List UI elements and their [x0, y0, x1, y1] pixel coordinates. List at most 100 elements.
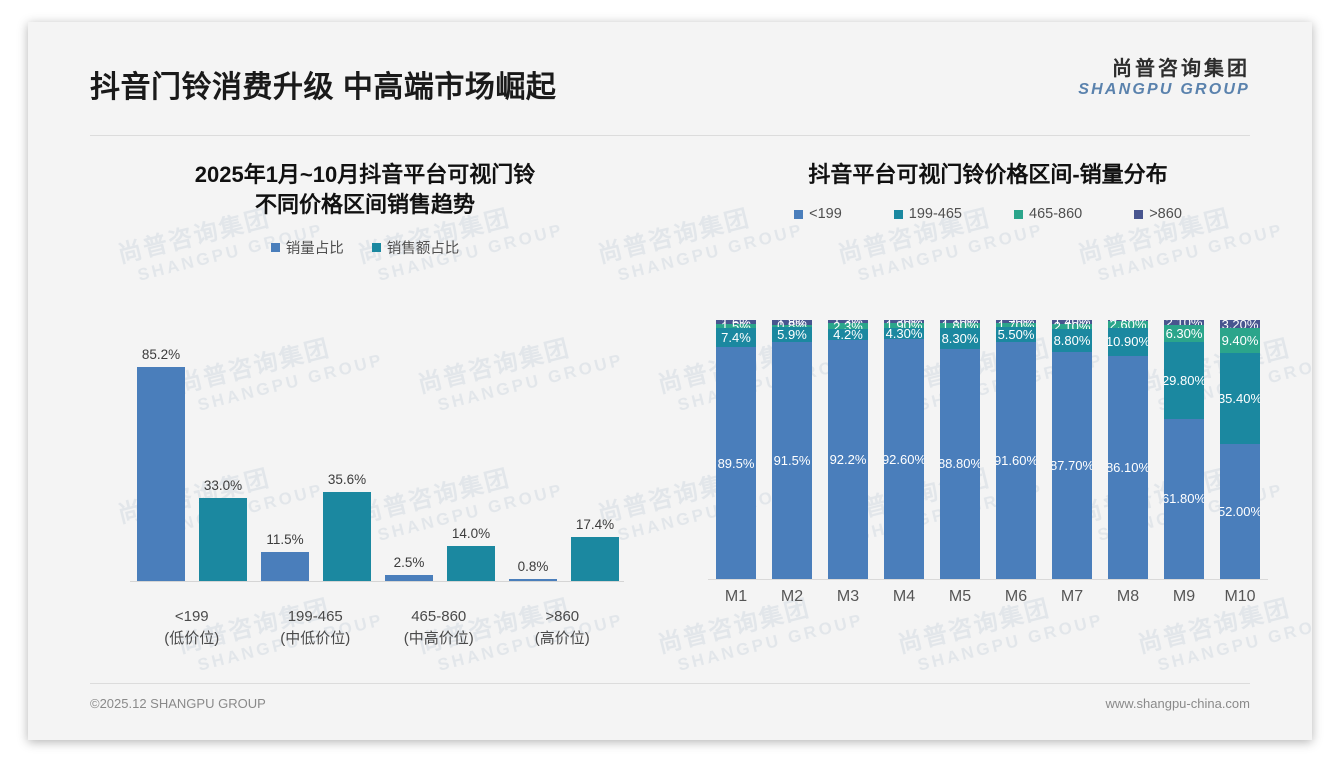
chart-left-legend: 销量占比 销售额占比	[62, 237, 668, 258]
x-axis-category: >860 (高价位)	[501, 606, 625, 654]
bar[interactable]	[447, 545, 495, 581]
stacked-bar-column: 1.8%0.8%5.9%91.5%	[764, 320, 820, 579]
stacked-segment[interactable]: 4.30%	[884, 326, 924, 342]
stacked-segment[interactable]: 89.5%	[716, 347, 756, 579]
legend-item[interactable]: 销量占比	[270, 237, 344, 258]
stacked-segment[interactable]: 88.80%	[940, 348, 980, 579]
stacked-segment[interactable]: 6.30%	[1164, 325, 1204, 342]
stacked-segment[interactable]: 2.60%	[1108, 320, 1148, 332]
stacked-segment[interactable]: 5.9%	[772, 326, 812, 342]
stacked-bar-chart: 1.6%1.5%7.4%89.5%1.8%0.8%5.9%91.5%1.3%2.…	[698, 320, 1278, 610]
stacked-bar-column: 1.10%1.80%8.30%88.80%	[932, 320, 988, 579]
stacked-segment[interactable]: 92.2%	[828, 340, 868, 579]
bar[interactable]	[137, 367, 185, 581]
stacked-bar[interactable]: 1.3%2.3%4.2%92.2%	[828, 320, 868, 579]
bar-wrapper: 35.6%	[323, 330, 371, 581]
segment-value-label: 6.30%	[1165, 326, 1203, 342]
stacked-segment[interactable]: 92.60%	[884, 339, 924, 579]
stacked-segment[interactable]: 87.70%	[1052, 351, 1092, 579]
x-axis-tick: M2	[780, 588, 804, 605]
stacked-segment[interactable]: 61.80%	[1164, 418, 1204, 579]
stacked-bar[interactable]: 1.20%1.90%4.30%92.60%	[884, 320, 924, 579]
stacked-bar-column: 1.40%2.10%8.80%87.70%	[1044, 320, 1100, 579]
stacked-bar[interactable]: 1.20%1.70%5.50%91.60%	[996, 320, 1036, 579]
segment-value-label: 5.50%	[997, 327, 1035, 343]
stacked-bar[interactable]: 3.20% 9.40% 35.40% 52.00%	[1220, 320, 1260, 579]
bar-wrapper: 2.5%	[385, 330, 433, 581]
legend-label: <199	[809, 206, 842, 223]
stacked-bar[interactable]: 1.40%2.10%8.80%87.70%	[1052, 320, 1092, 579]
stacked-segment[interactable]: 4.2%	[828, 327, 868, 342]
bar-group: 2.5% 14.0%	[378, 330, 502, 581]
bar-group: 0.8% 17.4%	[502, 330, 626, 581]
x-axis-category-tier: (高价位)	[534, 629, 590, 647]
legend-swatch-icon	[794, 209, 804, 219]
bar[interactable]	[323, 491, 371, 581]
stacked-segment[interactable]: 35.40%	[1220, 352, 1260, 445]
legend-item[interactable]: >860	[1134, 206, 1182, 222]
chart-panel-right: 抖音平台可视门铃价格区间-销量分布 <199 199-465 465-860 >860…	[688, 140, 1288, 680]
x-axis-tick: M4	[892, 588, 916, 605]
stacked-segment[interactable]: 9.40%	[1220, 328, 1260, 353]
legend-item[interactable]: 销售额占比	[371, 237, 459, 258]
bar-wrapper: 0.8%	[509, 330, 557, 581]
stacked-x-axis: M1 M2 M3 M4 M5 M6 M7 M8 M9 M10	[708, 582, 1268, 612]
segment-value-label: 92.2%	[829, 452, 867, 468]
x-axis-category: 199-465 (中低价位)	[254, 606, 378, 654]
stacked-bar[interactable]: 1.10%1.80%8.30%88.80%	[940, 320, 980, 579]
stacked-segment[interactable]: 2.10%	[1164, 320, 1204, 330]
stacked-bar[interactable]: 0.40%2.60%10.90%86.10%	[1108, 320, 1148, 579]
stacked-segment[interactable]: 10.90%	[1108, 327, 1148, 356]
segment-value-label: 91.5%	[773, 452, 811, 468]
segment-value-label: 9.40%	[1221, 332, 1259, 348]
stacked-segment[interactable]: 8.80%	[1052, 329, 1092, 352]
bar-group: 11.5% 35.6%	[254, 330, 378, 581]
brand-logo: 尚普咨询集团 SHANGPU GROUP	[1078, 58, 1250, 99]
stacked-segment[interactable]: 91.5%	[772, 341, 812, 579]
stacked-segment[interactable]: 5.50%	[996, 327, 1036, 343]
x-axis-tick: M9	[1172, 588, 1196, 605]
bar[interactable]	[385, 574, 433, 581]
bar[interactable]	[199, 498, 247, 581]
stacked-bar[interactable]: 2.10%6.30% 29.80% 61.80%	[1164, 320, 1204, 579]
header-divider	[90, 135, 1250, 136]
legend-swatch-icon	[1134, 209, 1144, 219]
stacked-plot-area: 1.6%1.5%7.4%89.5%1.8%0.8%5.9%91.5%1.3%2.…	[708, 320, 1268, 580]
segment-value-label: 4.30%	[885, 326, 923, 342]
segment-value-label: 5.9%	[777, 326, 807, 342]
slide-footer: ©2025.12 SHANGPU GROUP www.shangpu-china…	[90, 683, 1250, 718]
stacked-bar-column: 3.20% 9.40% 35.40% 52.00%	[1212, 320, 1268, 579]
stacked-segment[interactable]: 91.60%	[996, 341, 1036, 579]
bar-wrapper: 17.4%	[571, 330, 619, 581]
chart-right-legend: <199 199-465 465-860 >860	[688, 206, 1288, 222]
legend-item[interactable]: 465-860	[1014, 206, 1082, 222]
stacked-segment[interactable]: 29.80%	[1164, 341, 1204, 419]
legend-item[interactable]: 199-465	[893, 206, 962, 222]
stacked-segment[interactable]: 7.4%	[716, 328, 756, 348]
segment-value-label: 86.10%	[1108, 459, 1148, 475]
stacked-segment[interactable]: 52.00%	[1220, 444, 1260, 579]
legend-label: >860	[1149, 206, 1182, 223]
bar[interactable]	[509, 579, 557, 581]
stacked-bar[interactable]: 1.8%0.8%5.9%91.5%	[772, 320, 812, 579]
bar[interactable]	[261, 552, 309, 581]
stacked-bar-column: 0.40%2.60%10.90%86.10%	[1100, 320, 1156, 579]
segment-value-label: 52.00%	[1220, 504, 1260, 520]
stacked-segment[interactable]: 8.30%	[940, 327, 980, 349]
stacked-segment[interactable]: 3.20%	[1220, 320, 1260, 332]
stacked-bar[interactable]: 1.6%1.5%7.4%89.5%	[716, 320, 756, 579]
bar[interactable]	[571, 537, 619, 581]
bar-value-label: 14.0%	[451, 525, 491, 541]
x-axis-tick: M5	[948, 588, 972, 605]
x-axis-category-range: <199	[174, 608, 209, 625]
slide: 抖音门铃消费升级 中高端市场崛起 尚普咨询集团 SHANGPU GROUP 尚普…	[28, 22, 1312, 740]
segment-value-label: 61.80%	[1164, 491, 1204, 507]
stacked-segment[interactable]: 86.10%	[1108, 355, 1148, 579]
chart-left-title-line1: 2025年1月~10月抖音平台可视门铃	[194, 162, 536, 187]
footer-website[interactable]: www.shangpu-china.com	[1105, 696, 1250, 711]
legend-item[interactable]: <199	[794, 206, 842, 222]
segment-value-label: 10.90%	[1108, 334, 1148, 350]
stacked-bar-column: 1.3%2.3%4.2%92.2%	[820, 320, 876, 579]
legend-label: 465-860	[1029, 206, 1083, 223]
legend-swatch-icon	[270, 242, 280, 252]
